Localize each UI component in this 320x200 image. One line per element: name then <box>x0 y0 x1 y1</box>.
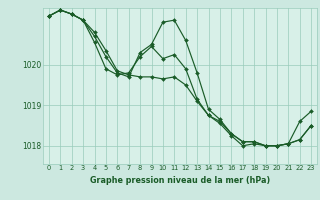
X-axis label: Graphe pression niveau de la mer (hPa): Graphe pression niveau de la mer (hPa) <box>90 176 270 185</box>
